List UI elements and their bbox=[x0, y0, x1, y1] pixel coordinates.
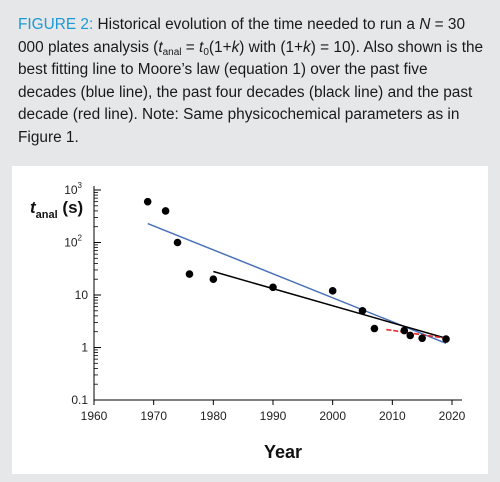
x-tick-label: 1980 bbox=[200, 409, 227, 423]
x-tick-label: 1990 bbox=[260, 409, 287, 423]
y-tick-base: 10 bbox=[64, 183, 78, 197]
data-point bbox=[143, 197, 152, 206]
caption-text: (1+ bbox=[208, 38, 232, 56]
y-axis-label: tanal (s) bbox=[30, 198, 83, 221]
caption-t0-sub: 0 bbox=[203, 46, 209, 58]
y-tick-exponent: 3 bbox=[78, 181, 83, 190]
data-point bbox=[185, 270, 194, 278]
caption-text: ) with (1+ bbox=[239, 38, 304, 56]
x-axis-label: Year bbox=[264, 442, 302, 462]
y-tick-exponent: 2 bbox=[78, 234, 83, 243]
x-tick-label: 2010 bbox=[379, 409, 406, 423]
y-tick-base: 10 bbox=[64, 236, 78, 250]
caption-text: = 30 000 plates analysis ( bbox=[18, 16, 466, 56]
caption-t-var: t bbox=[158, 38, 163, 56]
x-tick-label: 2020 bbox=[439, 409, 466, 423]
caption-text: ) = 10). Also shown is the best fitting … bbox=[18, 38, 484, 146]
plot-area: 1960 1970 1980 1990 2000 2010 2020 0.1 1 10 102 103… bbox=[12, 166, 488, 474]
caption-t-sub: anal bbox=[162, 46, 182, 58]
data-point bbox=[418, 334, 426, 343]
x-tick-label: 2000 bbox=[319, 409, 346, 423]
caption-label: FIGURE 2: bbox=[18, 16, 94, 33]
y-label-sub: anal bbox=[36, 209, 58, 221]
y-tick-label: 103 bbox=[64, 181, 82, 197]
fit-lines bbox=[147, 222, 447, 345]
data-point bbox=[328, 287, 337, 295]
axes bbox=[93, 186, 462, 405]
caption-t0-var: t bbox=[199, 38, 204, 56]
data-point bbox=[173, 238, 182, 247]
data-point bbox=[406, 331, 415, 340]
y-tick-label: 0.1 bbox=[71, 393, 88, 407]
y-tick-label: 1 bbox=[81, 341, 88, 355]
chart-svg: 1960 1970 1980 1990 2000 2010 20200.1110102103… bbox=[30, 181, 466, 462]
y-tick-label: 10 bbox=[75, 288, 89, 302]
fit-line bbox=[386, 328, 447, 340]
data-point bbox=[209, 275, 218, 283]
y-label-unit: (s) bbox=[58, 198, 84, 217]
caption-text: = bbox=[181, 38, 200, 56]
data-point bbox=[400, 326, 409, 335]
data-point bbox=[269, 283, 277, 292]
data-point bbox=[370, 324, 379, 333]
x-tick-label: 1970 bbox=[140, 409, 167, 423]
y-tick-label: 102 bbox=[64, 234, 82, 250]
data-point bbox=[442, 335, 450, 343]
figure-caption: FIGURE 2: Historical evolution of the ti… bbox=[18, 14, 488, 149]
data-points bbox=[143, 197, 450, 343]
data-point bbox=[358, 307, 367, 315]
caption-n-var: N bbox=[419, 16, 431, 33]
caption-text: Historical evolution of the time needed … bbox=[93, 16, 420, 33]
fit-line bbox=[213, 270, 447, 339]
y-label-var: t bbox=[30, 198, 37, 217]
data-point bbox=[161, 207, 170, 215]
caption-k-var: k bbox=[231, 38, 240, 56]
x-tick-label: 1960 bbox=[81, 409, 108, 423]
caption-k2-var: k bbox=[303, 38, 311, 56]
axis-labels: 1960 1970 1980 1990 2000 2010 20200.1110102103… bbox=[30, 181, 466, 462]
